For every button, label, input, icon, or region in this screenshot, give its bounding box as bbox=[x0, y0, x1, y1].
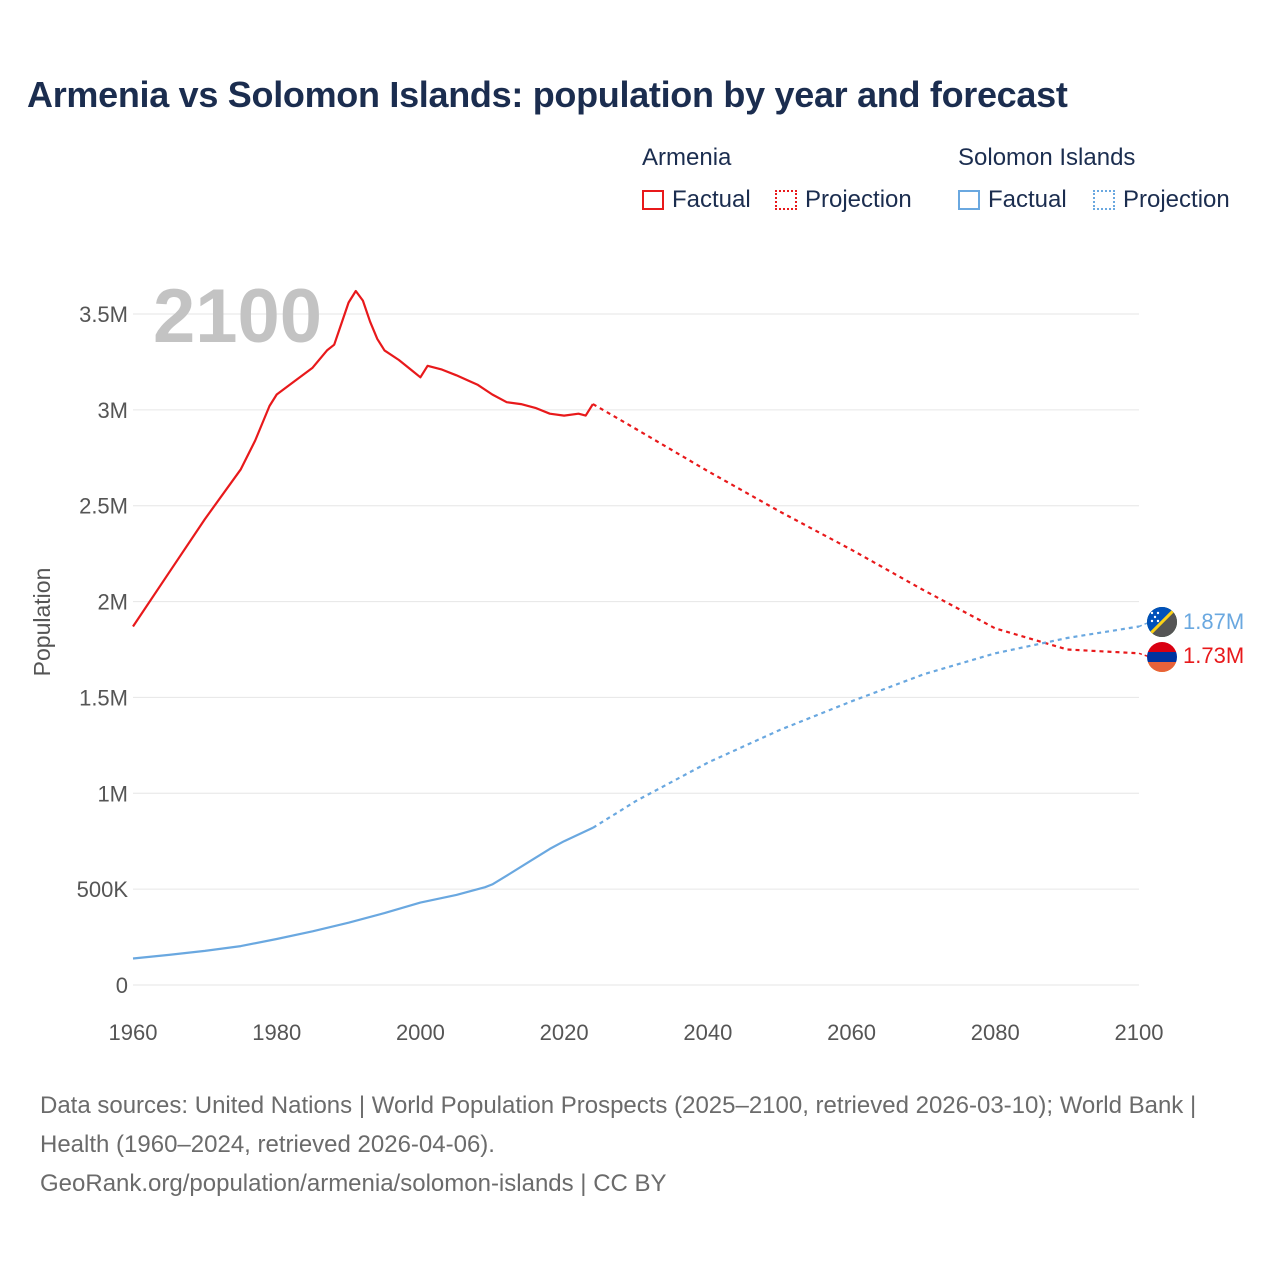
legend-armenia-factual[interactable]: Factual bbox=[642, 186, 751, 214]
legend-group-title: Solomon Islands bbox=[958, 144, 1136, 171]
legend-swatch-dotted bbox=[1093, 190, 1115, 210]
armenia-end-connector bbox=[1138, 652, 1151, 658]
legend-entry-label: Projection bbox=[1123, 186, 1230, 213]
legend-entry-label: Factual bbox=[988, 186, 1067, 213]
legend-solomon-factual[interactable]: Factual bbox=[958, 186, 1067, 214]
x-tick-label: 2100 bbox=[1115, 1020, 1164, 1045]
legend-solomon-projection[interactable]: Projection bbox=[1093, 186, 1230, 214]
x-tick-label: 2000 bbox=[396, 1020, 445, 1045]
x-tick-label: 2060 bbox=[827, 1020, 876, 1045]
y-tick-label: 0 bbox=[116, 973, 128, 998]
solomon-islands-end-label: 1.87M bbox=[1183, 609, 1244, 634]
solomon-islands-projection-line bbox=[592, 625, 1140, 829]
y-tick-label: 2M bbox=[97, 590, 128, 615]
legend-entry-label: Factual bbox=[672, 186, 751, 213]
y-tick-label: 2.5M bbox=[79, 494, 128, 519]
chart-title: Armenia vs Solomon Islands: population b… bbox=[27, 74, 1068, 115]
y-tick-label: 1M bbox=[97, 781, 128, 806]
x-tick-label: 2080 bbox=[971, 1020, 1020, 1045]
y-tick-label: 3.5M bbox=[79, 302, 128, 327]
y-tick-label: 500K bbox=[77, 877, 129, 902]
x-tick-label: 2020 bbox=[540, 1020, 589, 1045]
current-year-label: 2100 bbox=[153, 274, 322, 359]
armenia-factual-line bbox=[132, 289, 594, 628]
armenia-flag-icon bbox=[1147, 642, 1177, 672]
x-tick-label: 2040 bbox=[683, 1020, 732, 1045]
solomon-islands-end-connector bbox=[1138, 621, 1151, 628]
legend-armenia-projection[interactable]: Projection bbox=[775, 186, 912, 214]
solomon-islands-flag-icon bbox=[1147, 607, 1177, 637]
armenia-end-label: 1.73M bbox=[1183, 643, 1244, 668]
footer-sources: Data sources: United Nations | World Pop… bbox=[40, 1086, 1240, 1203]
attribution-link[interactable]: GeoRank.org/population/armenia/solomon-i… bbox=[40, 1170, 667, 1197]
armenia-projection-line bbox=[592, 403, 1140, 655]
x-tick-label: 1980 bbox=[252, 1020, 301, 1045]
legend-swatch-dotted bbox=[775, 190, 797, 210]
legend-entry-label: Projection bbox=[805, 186, 912, 213]
data-sources-text: Data sources: United Nations | World Pop… bbox=[40, 1092, 1197, 1158]
y-tick-label: 3M bbox=[97, 398, 128, 423]
y-tick-label: 1.5M bbox=[79, 685, 128, 710]
y-axis-title: Population bbox=[29, 568, 55, 677]
legend-swatch-solid bbox=[642, 190, 664, 210]
legend-swatch-solid bbox=[958, 190, 980, 210]
solomon-islands-factual-line bbox=[132, 826, 594, 960]
legend-group-title: Armenia bbox=[642, 144, 732, 171]
x-tick-label: 1960 bbox=[109, 1020, 158, 1045]
